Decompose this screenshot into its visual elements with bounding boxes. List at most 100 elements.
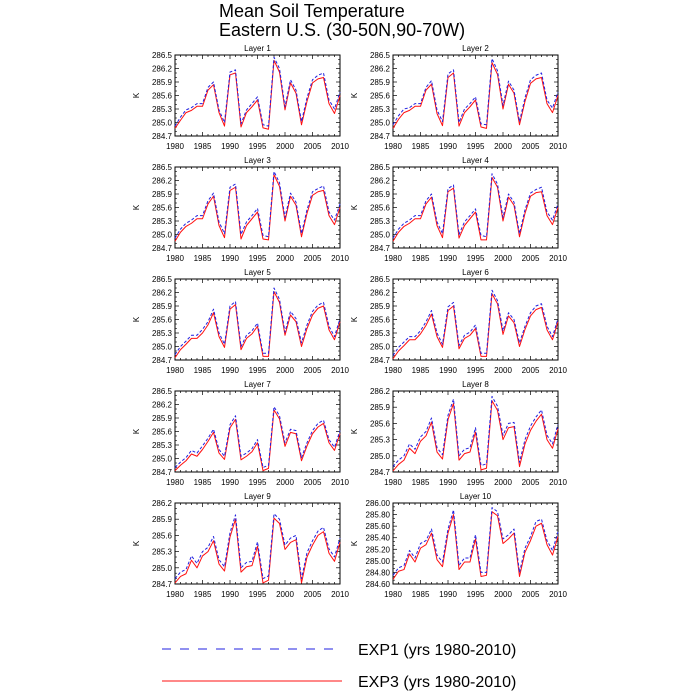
panel-title: Layer 7 (244, 380, 271, 389)
y-tick-label: 285.9 (370, 403, 391, 412)
x-tick-label: 2005 (522, 366, 540, 375)
x-tick-label: 2010 (331, 366, 349, 375)
x-tick-label: 1985 (194, 478, 212, 487)
x-tick-label: 2010 (549, 254, 567, 263)
panel-title: Layer 9 (244, 492, 271, 501)
x-tick-label: 1995 (467, 590, 485, 599)
y-tick-label: 286.00 (366, 499, 391, 508)
x-tick-label: 1995 (249, 254, 267, 263)
y-tick-label: 285.0 (370, 119, 391, 128)
x-tick-label: 2005 (522, 254, 540, 263)
x-tick-label: 2000 (494, 142, 512, 151)
y-tick-label: 286.2 (152, 289, 173, 298)
y-tick-label: 286.2 (370, 289, 391, 298)
x-tick-label: 2005 (522, 590, 540, 599)
y-tick-label: 284.7 (370, 132, 391, 141)
y-axis-label: K (132, 540, 141, 546)
series-line-exp1 (392, 507, 559, 576)
series-line-exp1 (392, 289, 559, 356)
plot-frame (392, 502, 559, 585)
x-tick-label: 2000 (276, 590, 294, 599)
x-tick-label: 1985 (412, 478, 430, 487)
x-tick-label: 2005 (304, 142, 322, 151)
figure-title-line-1: Mean Soil Temperature (219, 1, 405, 21)
x-tick-label: 1980 (166, 366, 184, 375)
x-tick-label: 2005 (522, 142, 540, 151)
y-axis-label: K (132, 92, 141, 98)
x-tick-label: 1980 (166, 478, 184, 487)
x-tick-label: 1990 (439, 254, 457, 263)
x-tick-label: 2005 (304, 366, 322, 375)
y-tick-label: 285.0 (152, 455, 173, 464)
x-tick-label: 1995 (467, 366, 485, 375)
y-tick-label: 285.6 (152, 316, 173, 325)
y-tick-label: 285.0 (370, 343, 391, 352)
y-tick-label: 285.6 (370, 92, 391, 101)
x-tick-label: 1990 (221, 366, 239, 375)
x-tick-label: 1995 (467, 254, 485, 263)
x-tick-label: 2010 (331, 142, 349, 151)
x-tick-label: 2000 (494, 366, 512, 375)
plot-frame (392, 390, 559, 473)
y-axis-label: K (132, 428, 141, 434)
panel-layer-4: Layer 4 K 1980 1985 1990 1995 2000 2005 2010 284.… (350, 156, 567, 263)
y-tick-label: 284.7 (152, 356, 173, 365)
x-tick-label: 1985 (412, 366, 430, 375)
y-tick-label: 285.3 (152, 329, 173, 338)
panel-layer-2: Layer 2 K 1980 1985 1990 1995 2000 2005 2010 284.… (350, 44, 567, 151)
x-tick-label: 1990 (439, 142, 457, 151)
x-tick-label: 1990 (221, 590, 239, 599)
y-tick-label: 284.7 (152, 468, 173, 477)
panel-layer-9: Layer 9 K 1980 1985 1990 1995 2000 2005 2010 284.… (132, 492, 349, 599)
y-axis-label: K (132, 316, 141, 322)
plot-frame (174, 390, 341, 473)
panel-title: Layer 5 (244, 268, 271, 277)
y-tick-label: 286.5 (152, 163, 173, 172)
panel-title: Layer 3 (244, 156, 271, 165)
x-tick-label: 1990 (221, 478, 239, 487)
x-tick-label: 2000 (276, 254, 294, 263)
x-tick-label: 1985 (194, 254, 212, 263)
x-tick-label: 1980 (384, 590, 402, 599)
series-line-exp1 (174, 287, 341, 355)
x-tick-label: 2010 (549, 478, 567, 487)
y-tick-label: 285.0 (152, 564, 173, 573)
y-axis-label: K (350, 540, 359, 546)
series-line-exp1 (392, 395, 559, 467)
y-tick-label: 285.0 (152, 231, 173, 240)
x-tick-label: 1980 (384, 478, 402, 487)
panel-title: Layer 2 (462, 44, 489, 53)
y-tick-label: 285.9 (370, 78, 391, 87)
x-tick-label: 1990 (439, 478, 457, 487)
y-tick-label: 286.5 (370, 163, 391, 172)
y-tick-label: 284.7 (152, 580, 173, 589)
y-tick-label: 285.3 (370, 105, 391, 114)
x-tick-label: 2000 (276, 478, 294, 487)
x-tick-label: 1980 (166, 590, 184, 599)
x-tick-label: 1985 (412, 590, 430, 599)
y-tick-label: 286.2 (370, 387, 391, 396)
y-tick-label: 285.3 (370, 329, 391, 338)
figure-title: Mean Soil Temperature Eastern U.S. (30-5… (219, 2, 639, 40)
x-tick-label: 1995 (249, 142, 267, 151)
x-tick-label: 1995 (249, 478, 267, 487)
x-tick-label: 2010 (549, 142, 567, 151)
y-axis-label: K (350, 204, 359, 210)
y-tick-label: 286.5 (152, 387, 173, 396)
y-tick-label: 285.3 (152, 548, 173, 557)
y-tick-label: 284.7 (152, 132, 173, 141)
x-tick-label: 2005 (304, 254, 322, 263)
plot-frame (174, 278, 341, 361)
y-tick-label: 286.5 (152, 275, 173, 284)
y-tick-label: 285.3 (152, 105, 173, 114)
x-tick-label: 1995 (249, 366, 267, 375)
chart-panels: Layer 1 K 1980 1985 1990 1995 2000 2005 2010 284.… (132, 44, 567, 599)
y-tick-label: 286.2 (152, 177, 173, 186)
y-tick-label: 285.60 (366, 522, 391, 531)
y-tick-label: 284.7 (370, 468, 391, 477)
y-axis-label: K (350, 316, 359, 322)
y-tick-label: 285.3 (370, 436, 391, 445)
legend-label-exp1: EXP1 (yrs 1980-2010) (358, 642, 516, 659)
series-line-exp3 (392, 400, 559, 472)
x-tick-label: 1990 (221, 254, 239, 263)
